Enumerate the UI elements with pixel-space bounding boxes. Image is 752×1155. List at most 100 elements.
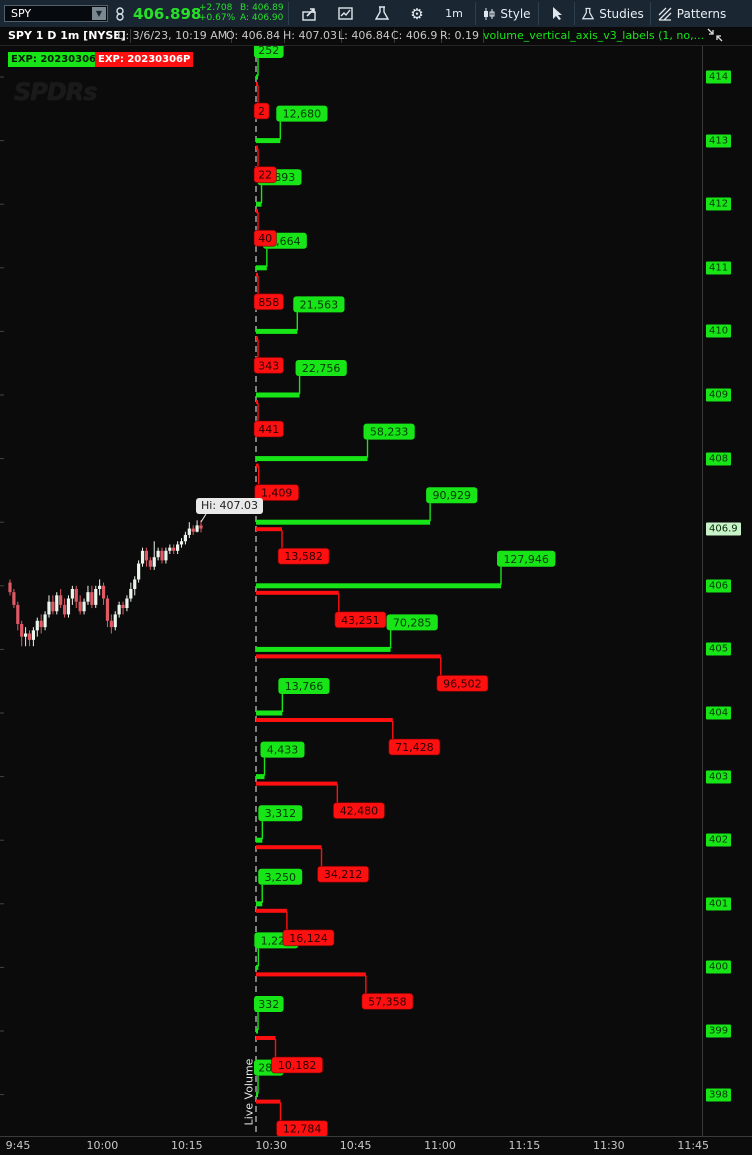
candle-body bbox=[8, 582, 12, 593]
call-volume-bar bbox=[256, 519, 431, 525]
price-axis-label: 411 bbox=[706, 261, 732, 275]
put-volume-label: 42,480 bbox=[332, 802, 386, 820]
candle-body bbox=[183, 534, 188, 542]
price-axis-label: 408 bbox=[706, 452, 732, 466]
candle-body bbox=[27, 633, 32, 640]
open-value: O: 406.84 bbox=[222, 29, 286, 43]
svg-text:58,233: 58,233 bbox=[370, 426, 409, 439]
svg-text:70,285: 70,285 bbox=[393, 616, 432, 629]
candle-body bbox=[31, 630, 35, 640]
call-volume-bar bbox=[256, 964, 259, 970]
call-volume-label: 70,285 bbox=[386, 614, 438, 631]
close-value: C: 406.9 bbox=[387, 29, 443, 43]
high-bubble: Hi: 407.03 bbox=[196, 498, 264, 514]
candle-body bbox=[78, 601, 82, 612]
svg-text:12,680: 12,680 bbox=[283, 108, 322, 121]
put-volume-bar bbox=[256, 781, 338, 786]
svg-text:3,312: 3,312 bbox=[265, 807, 297, 820]
svg-text:34,212: 34,212 bbox=[324, 868, 363, 881]
candle-body bbox=[187, 528, 191, 535]
chart-area[interactable]: 252 12,680 2,893 5,664 21,563 22,756 58,233 90,… bbox=[0, 46, 702, 1136]
chart-info-bar: SPY 1 D 1m [NYSE] D: 3/6/23, 10:19 AM O:… bbox=[0, 27, 752, 46]
exp-calls-tag: EXP: 20230306C bbox=[8, 52, 107, 67]
collapse-icon[interactable] bbox=[706, 27, 724, 46]
put-volume-label: 71,428 bbox=[388, 738, 441, 756]
share-icon[interactable] bbox=[296, 1, 324, 26]
put-volume-label: 57,358 bbox=[361, 992, 414, 1010]
svg-text:42,480: 42,480 bbox=[340, 805, 379, 818]
candle-body bbox=[59, 595, 63, 605]
candle-body bbox=[55, 595, 59, 612]
price-axis-label: 414 bbox=[706, 70, 732, 84]
price-axis-label: 412 bbox=[706, 197, 732, 211]
call-volume-bar bbox=[256, 1028, 258, 1034]
toolbar-divider bbox=[288, 2, 289, 25]
svg-text:12,784: 12,784 bbox=[283, 1123, 322, 1136]
flask-icon[interactable] bbox=[368, 1, 396, 26]
put-volume-label: 10,182 bbox=[270, 1056, 324, 1074]
put-volume-bar bbox=[256, 82, 258, 86]
candle-body bbox=[137, 563, 141, 580]
cursor-icon[interactable] bbox=[545, 1, 569, 26]
svg-text:96,502: 96,502 bbox=[443, 677, 482, 690]
price-axis[interactable]: 414 413 412 411 410 409 408 406 405 404 403 402 401 4… bbox=[702, 46, 752, 1136]
patterns-button[interactable]: Patterns bbox=[658, 1, 726, 26]
chart-description[interactable]: SPY 1 D 1m [NYSE] bbox=[4, 29, 131, 43]
spdrs-logo: SPDRs bbox=[14, 78, 98, 106]
price-axis-label: 400 bbox=[706, 960, 732, 974]
call-volume-bar bbox=[256, 901, 263, 907]
call-volume-label: 332 bbox=[254, 996, 284, 1012]
price-axis-label: 409 bbox=[706, 388, 732, 402]
study-label[interactable]: volume_vertical_axis_v3_labels (1, no,..… bbox=[483, 29, 705, 42]
svg-text:57,358: 57,358 bbox=[368, 995, 407, 1008]
svg-text:332: 332 bbox=[258, 998, 279, 1011]
time-axis[interactable]: 9:45 10:00 10:15 10:30 10:45 11:00 11:15 11:30 1… bbox=[0, 1136, 752, 1155]
price-axis-label: 413 bbox=[706, 134, 732, 148]
candle-body bbox=[16, 604, 20, 624]
price-axis-label: 398 bbox=[706, 1088, 732, 1102]
time-axis-label: 9:45 bbox=[5, 1139, 31, 1152]
candle-body bbox=[125, 598, 129, 609]
percent-change: +0.67% bbox=[199, 13, 236, 23]
svg-text:127,946: 127,946 bbox=[503, 553, 549, 566]
price-axis-label: 404 bbox=[706, 706, 732, 720]
style-button[interactable]: Style bbox=[482, 1, 532, 26]
link-icon[interactable] bbox=[113, 1, 127, 26]
high-value: H: 407.03 bbox=[279, 29, 342, 43]
svg-text:4,433: 4,433 bbox=[267, 744, 299, 757]
candle-body bbox=[12, 592, 16, 605]
candle-body bbox=[39, 620, 43, 628]
svg-text:22: 22 bbox=[258, 169, 272, 182]
call-volume-label: 3,250 bbox=[258, 868, 303, 885]
put-volume-label: 34,212 bbox=[317, 865, 370, 883]
svg-text:3,250: 3,250 bbox=[264, 871, 296, 884]
candle-body bbox=[51, 601, 55, 612]
put-volume-label: 441 bbox=[253, 420, 285, 438]
candle-body bbox=[35, 620, 39, 631]
put-volume-label: 12,784 bbox=[275, 1120, 329, 1136]
time-axis-label: 10:15 bbox=[170, 1139, 203, 1152]
put-volume-bar bbox=[256, 1099, 281, 1104]
candle-body bbox=[129, 588, 133, 599]
studies-button[interactable]: Studies bbox=[582, 1, 644, 26]
candle-body bbox=[62, 604, 67, 615]
timeframe-button[interactable]: 1m bbox=[445, 7, 463, 20]
price-axis-label: 399 bbox=[706, 1024, 732, 1038]
time-axis-label: 11:00 bbox=[424, 1139, 456, 1152]
symbol-input[interactable]: SPY ▼ bbox=[4, 5, 108, 22]
low-value: L: 406.84 bbox=[334, 29, 395, 43]
put-volume-bar bbox=[256, 1036, 276, 1040]
symbol-dropdown-icon[interactable]: ▼ bbox=[92, 7, 106, 20]
call-volume-bar bbox=[256, 774, 265, 780]
gear-icon[interactable]: ⚙ bbox=[410, 4, 424, 23]
price-axis-label: 406 bbox=[706, 579, 732, 593]
put-volume-label: 43,251 bbox=[334, 611, 387, 629]
candle-body bbox=[82, 601, 86, 612]
live-volume-label: Live Volume bbox=[242, 1058, 256, 1126]
put-volume-label: 22 bbox=[253, 166, 277, 184]
candle-body bbox=[172, 547, 176, 551]
candle-body bbox=[47, 601, 51, 615]
call-volume-bar bbox=[256, 456, 368, 462]
bar-date: D: 3/6/23, 10:19 AM bbox=[113, 29, 233, 43]
chart-snapshot-icon[interactable] bbox=[332, 1, 360, 26]
